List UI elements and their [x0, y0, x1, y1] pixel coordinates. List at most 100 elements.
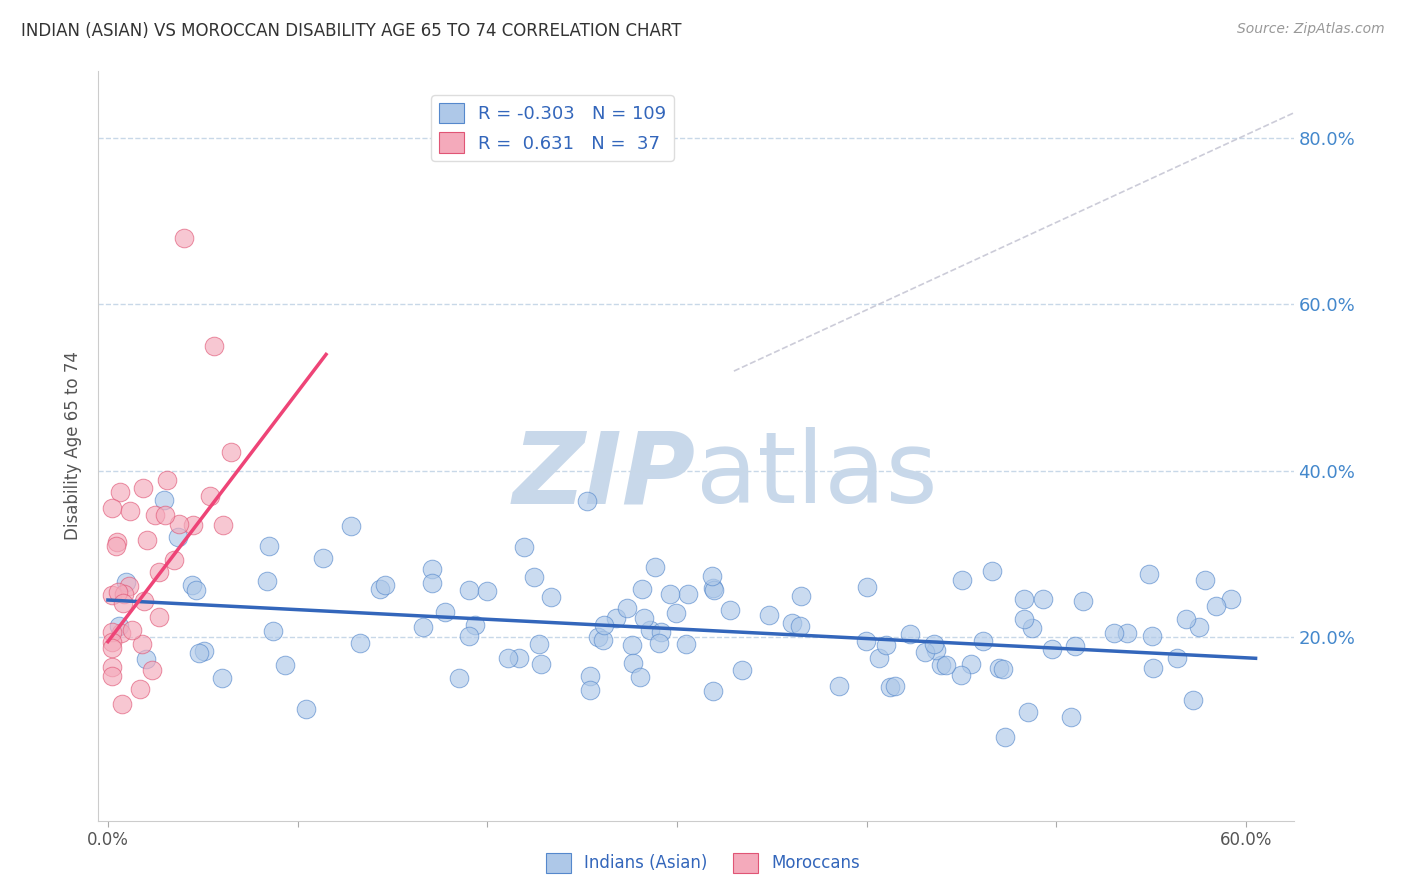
Point	[100, 641, 122, 656]
Point	[1194, 574, 1216, 588]
Point	[167, 530, 190, 544]
Point	[675, 637, 697, 651]
Point	[212, 518, 235, 533]
Point	[117, 579, 139, 593]
Point	[972, 633, 994, 648]
Point	[464, 617, 486, 632]
Point	[108, 619, 131, 633]
Point	[120, 504, 142, 518]
Point	[621, 656, 644, 670]
Point	[143, 508, 166, 522]
Point	[633, 611, 655, 625]
Point	[605, 611, 627, 625]
Point	[868, 650, 890, 665]
Point	[960, 657, 983, 671]
Point	[434, 605, 457, 619]
Point	[659, 587, 682, 601]
Point	[718, 602, 741, 616]
Point	[758, 607, 780, 622]
Point	[105, 534, 128, 549]
Point	[368, 582, 391, 596]
Point	[449, 671, 471, 685]
Point	[458, 582, 481, 597]
Point	[508, 651, 530, 665]
Point	[457, 629, 479, 643]
Point	[592, 632, 614, 647]
Point	[856, 580, 879, 594]
Point	[616, 600, 638, 615]
Point	[152, 492, 174, 507]
Point	[576, 494, 599, 508]
Point	[1205, 599, 1227, 613]
Point	[883, 680, 905, 694]
Point	[108, 484, 131, 499]
Point	[540, 590, 562, 604]
Point	[294, 702, 316, 716]
Point	[1017, 706, 1039, 720]
Point	[148, 610, 170, 624]
Point	[100, 669, 122, 683]
Point	[156, 473, 179, 487]
Point	[929, 658, 952, 673]
Point	[135, 533, 157, 547]
Point	[100, 625, 122, 640]
Point	[100, 500, 122, 515]
Point	[702, 684, 724, 698]
Point	[1188, 619, 1211, 633]
Text: ZIP: ZIP	[513, 427, 696, 524]
Point	[412, 620, 434, 634]
Point	[898, 627, 921, 641]
Point	[828, 679, 851, 693]
Point	[527, 637, 550, 651]
Point	[1137, 567, 1160, 582]
Point	[420, 576, 443, 591]
Point	[167, 516, 190, 531]
Point	[593, 618, 616, 632]
Point	[914, 644, 936, 658]
Point	[135, 652, 157, 666]
Point	[1116, 626, 1139, 640]
Point	[100, 588, 122, 602]
Point	[181, 578, 204, 592]
Point	[628, 670, 651, 684]
Point	[1071, 594, 1094, 608]
Point	[111, 697, 134, 711]
Point	[1166, 651, 1188, 665]
Point	[1142, 661, 1164, 675]
Point	[879, 680, 901, 694]
Point	[1031, 591, 1053, 606]
Point	[703, 582, 725, 597]
Point	[173, 231, 195, 245]
Point	[498, 650, 520, 665]
Point	[202, 339, 225, 353]
Point	[925, 642, 948, 657]
Point	[922, 636, 945, 650]
Point	[114, 574, 136, 589]
Point	[1064, 639, 1087, 653]
Point	[638, 624, 661, 638]
Point	[586, 631, 609, 645]
Point	[262, 624, 284, 638]
Point	[702, 581, 724, 595]
Text: INDIAN (ASIAN) VS MOROCCAN DISABILITY AGE 65 TO 74 CORRELATION CHART: INDIAN (ASIAN) VS MOROCCAN DISABILITY AG…	[21, 22, 682, 40]
Point	[789, 618, 811, 632]
Point	[780, 616, 803, 631]
Point	[1012, 612, 1035, 626]
Point	[676, 587, 699, 601]
Point	[935, 658, 957, 673]
Point	[513, 540, 536, 554]
Point	[650, 625, 672, 640]
Point	[110, 626, 132, 640]
Point	[134, 594, 156, 608]
Point	[1021, 621, 1043, 635]
Point	[981, 565, 1004, 579]
Point	[141, 663, 163, 677]
Point	[274, 658, 297, 673]
Point	[112, 596, 135, 610]
Point	[644, 559, 666, 574]
Point	[121, 623, 143, 637]
Point	[112, 587, 135, 601]
Point	[1175, 612, 1198, 626]
Point	[1102, 626, 1125, 640]
Point	[374, 578, 396, 592]
